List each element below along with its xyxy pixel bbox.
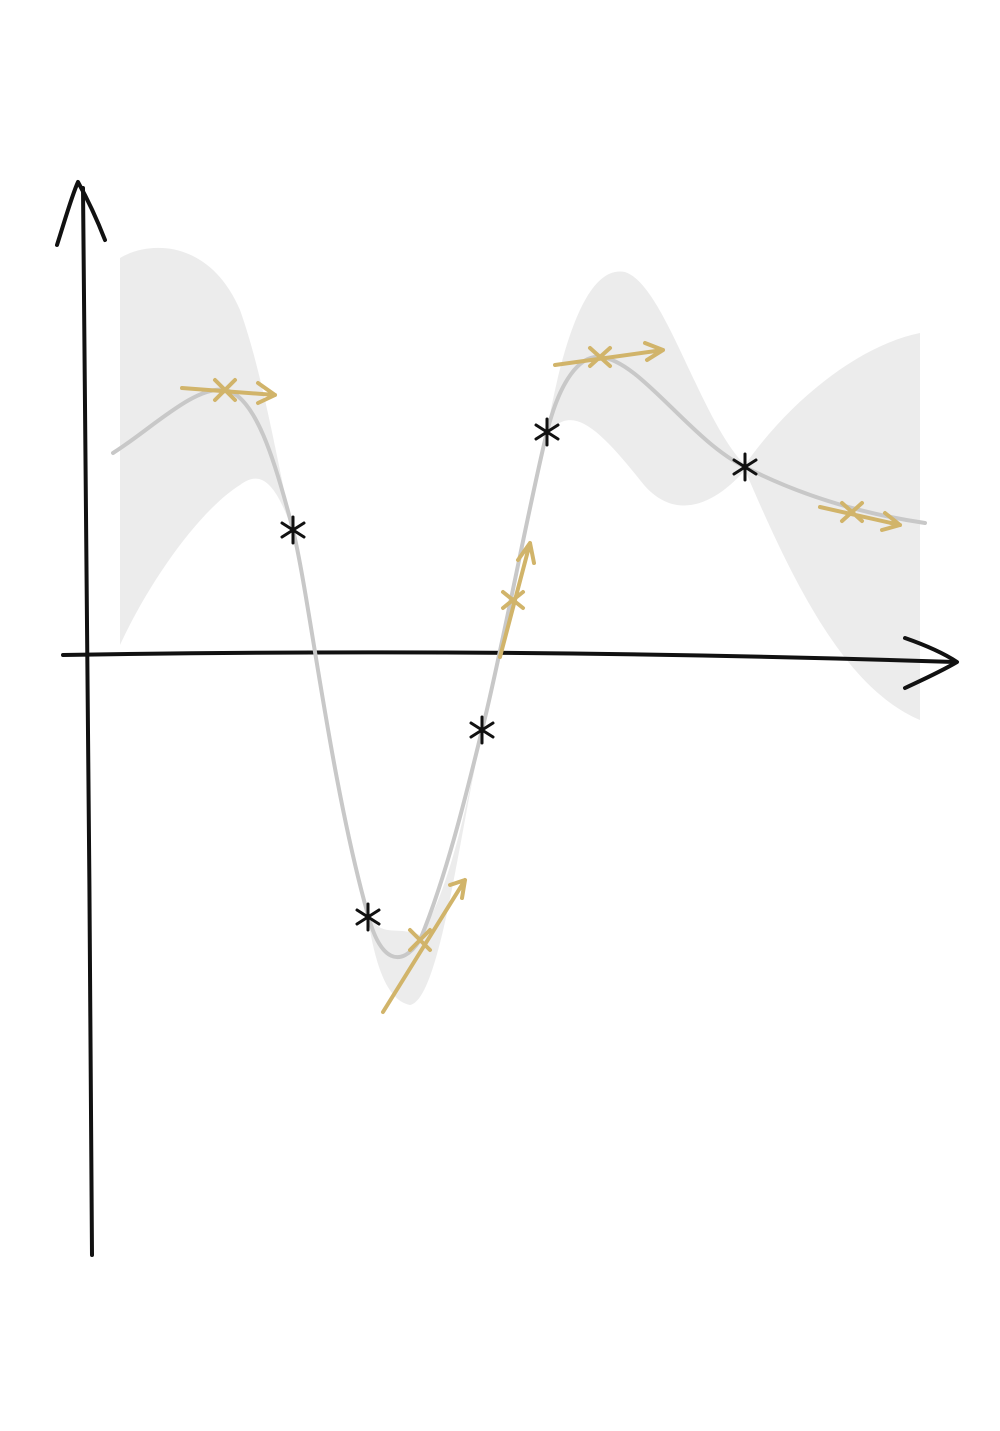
observation-point: [534, 417, 560, 447]
observations: [280, 417, 758, 932]
observation-point: [355, 902, 381, 932]
gradient-arrow: [818, 501, 902, 532]
gradient-arrow: [553, 341, 665, 368]
gradient-arrow: [498, 541, 536, 659]
y-axis: [81, 186, 94, 1257]
uncertainty-band: [120, 247, 920, 1006]
y-axis-arrowhead: [55, 180, 107, 247]
observation-point: [469, 715, 495, 745]
gradient-arrow: [381, 878, 467, 1014]
observation-point: [280, 515, 306, 545]
x-axis: [61, 650, 957, 664]
mean-curve: [111, 354, 927, 960]
gradient-observations: [180, 341, 902, 1014]
x-axis-arrowhead: [903, 636, 959, 690]
gradient-arrow: [180, 378, 277, 405]
observation-point: [732, 452, 758, 482]
